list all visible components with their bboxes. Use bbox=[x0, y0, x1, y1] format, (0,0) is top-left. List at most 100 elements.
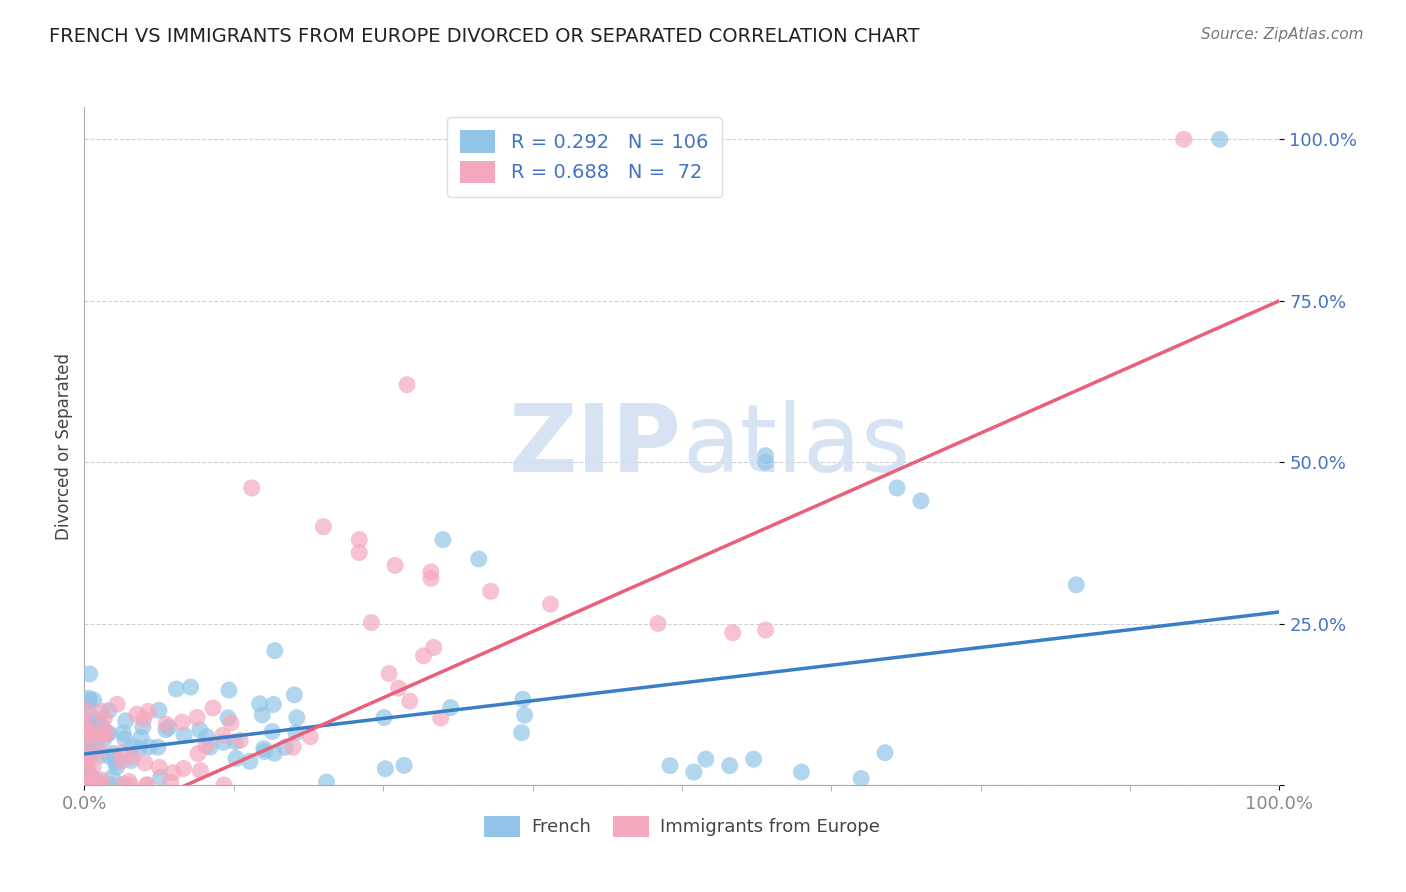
Point bbox=[159, 775, 181, 789]
Point bbox=[190, 764, 212, 778]
Point bbox=[73, 726, 96, 740]
Point bbox=[76, 778, 98, 792]
Point bbox=[98, 778, 121, 792]
Point bbox=[683, 765, 706, 780]
Point bbox=[349, 533, 371, 547]
Point bbox=[112, 777, 135, 791]
Point bbox=[240, 481, 263, 495]
Point bbox=[75, 778, 97, 792]
Point bbox=[75, 754, 97, 768]
Point bbox=[136, 778, 159, 792]
Point bbox=[479, 584, 502, 599]
Point bbox=[73, 746, 96, 760]
Point bbox=[86, 715, 108, 730]
Point bbox=[262, 698, 284, 712]
Point bbox=[73, 727, 96, 741]
Point bbox=[121, 749, 143, 764]
Point bbox=[135, 778, 157, 792]
Point bbox=[77, 696, 100, 710]
Point bbox=[89, 744, 111, 758]
Text: FRENCH VS IMMIGRANTS FROM EUROPE DIVORCED OR SEPARATED CORRELATION CHART: FRENCH VS IMMIGRANTS FROM EUROPE DIVORCE… bbox=[49, 27, 920, 45]
Point bbox=[755, 455, 778, 469]
Point bbox=[186, 710, 208, 724]
Point bbox=[73, 770, 96, 784]
Point bbox=[155, 717, 177, 731]
Point bbox=[75, 765, 97, 780]
Point bbox=[73, 756, 96, 770]
Point bbox=[82, 778, 104, 792]
Point bbox=[162, 765, 184, 780]
Point bbox=[97, 726, 120, 740]
Point bbox=[110, 746, 132, 760]
Point bbox=[82, 759, 104, 773]
Point bbox=[755, 623, 778, 637]
Point bbox=[86, 724, 108, 739]
Point bbox=[420, 571, 443, 585]
Point bbox=[299, 730, 322, 744]
Point bbox=[79, 667, 101, 681]
Point bbox=[647, 616, 669, 631]
Point bbox=[73, 721, 96, 735]
Point bbox=[112, 726, 135, 740]
Point bbox=[77, 725, 100, 739]
Point bbox=[76, 741, 98, 756]
Point bbox=[721, 625, 744, 640]
Point bbox=[157, 720, 180, 734]
Point bbox=[73, 759, 96, 773]
Point bbox=[283, 688, 305, 702]
Point bbox=[77, 778, 100, 792]
Point bbox=[76, 773, 98, 788]
Point bbox=[75, 774, 97, 789]
Point bbox=[252, 707, 274, 722]
Point bbox=[73, 741, 96, 756]
Point bbox=[387, 681, 409, 696]
Point bbox=[396, 377, 419, 392]
Point bbox=[384, 558, 406, 573]
Point bbox=[79, 778, 101, 792]
Point bbox=[87, 726, 110, 740]
Point bbox=[211, 728, 233, 742]
Point bbox=[146, 740, 169, 755]
Point bbox=[118, 774, 141, 789]
Point bbox=[75, 724, 97, 739]
Point bbox=[73, 732, 96, 747]
Legend: French, Immigrants from Europe: French, Immigrants from Europe bbox=[477, 808, 887, 844]
Point bbox=[423, 640, 446, 655]
Point bbox=[132, 712, 155, 726]
Point bbox=[312, 519, 335, 533]
Point bbox=[886, 481, 908, 495]
Point bbox=[281, 740, 304, 755]
Text: ZIP: ZIP bbox=[509, 400, 682, 492]
Point bbox=[75, 703, 97, 717]
Point bbox=[77, 777, 100, 791]
Point bbox=[105, 698, 128, 712]
Point bbox=[83, 711, 105, 725]
Point bbox=[77, 778, 100, 792]
Point bbox=[90, 748, 112, 763]
Point bbox=[468, 552, 491, 566]
Point bbox=[165, 681, 187, 696]
Point bbox=[83, 778, 105, 792]
Point bbox=[111, 778, 134, 792]
Point bbox=[284, 726, 307, 740]
Point bbox=[73, 778, 96, 792]
Point bbox=[253, 741, 276, 756]
Point bbox=[695, 752, 717, 766]
Point bbox=[96, 725, 118, 739]
Point bbox=[75, 715, 97, 730]
Point bbox=[360, 615, 382, 630]
Point bbox=[138, 739, 160, 754]
Point bbox=[173, 728, 195, 742]
Point bbox=[90, 772, 112, 787]
Point bbox=[138, 705, 160, 719]
Point bbox=[73, 778, 96, 792]
Point bbox=[86, 778, 108, 792]
Point bbox=[540, 597, 562, 611]
Point bbox=[73, 751, 96, 765]
Point bbox=[187, 747, 209, 761]
Point bbox=[75, 760, 97, 774]
Point bbox=[84, 736, 107, 750]
Point bbox=[107, 753, 129, 767]
Point bbox=[101, 771, 124, 785]
Point bbox=[73, 750, 96, 764]
